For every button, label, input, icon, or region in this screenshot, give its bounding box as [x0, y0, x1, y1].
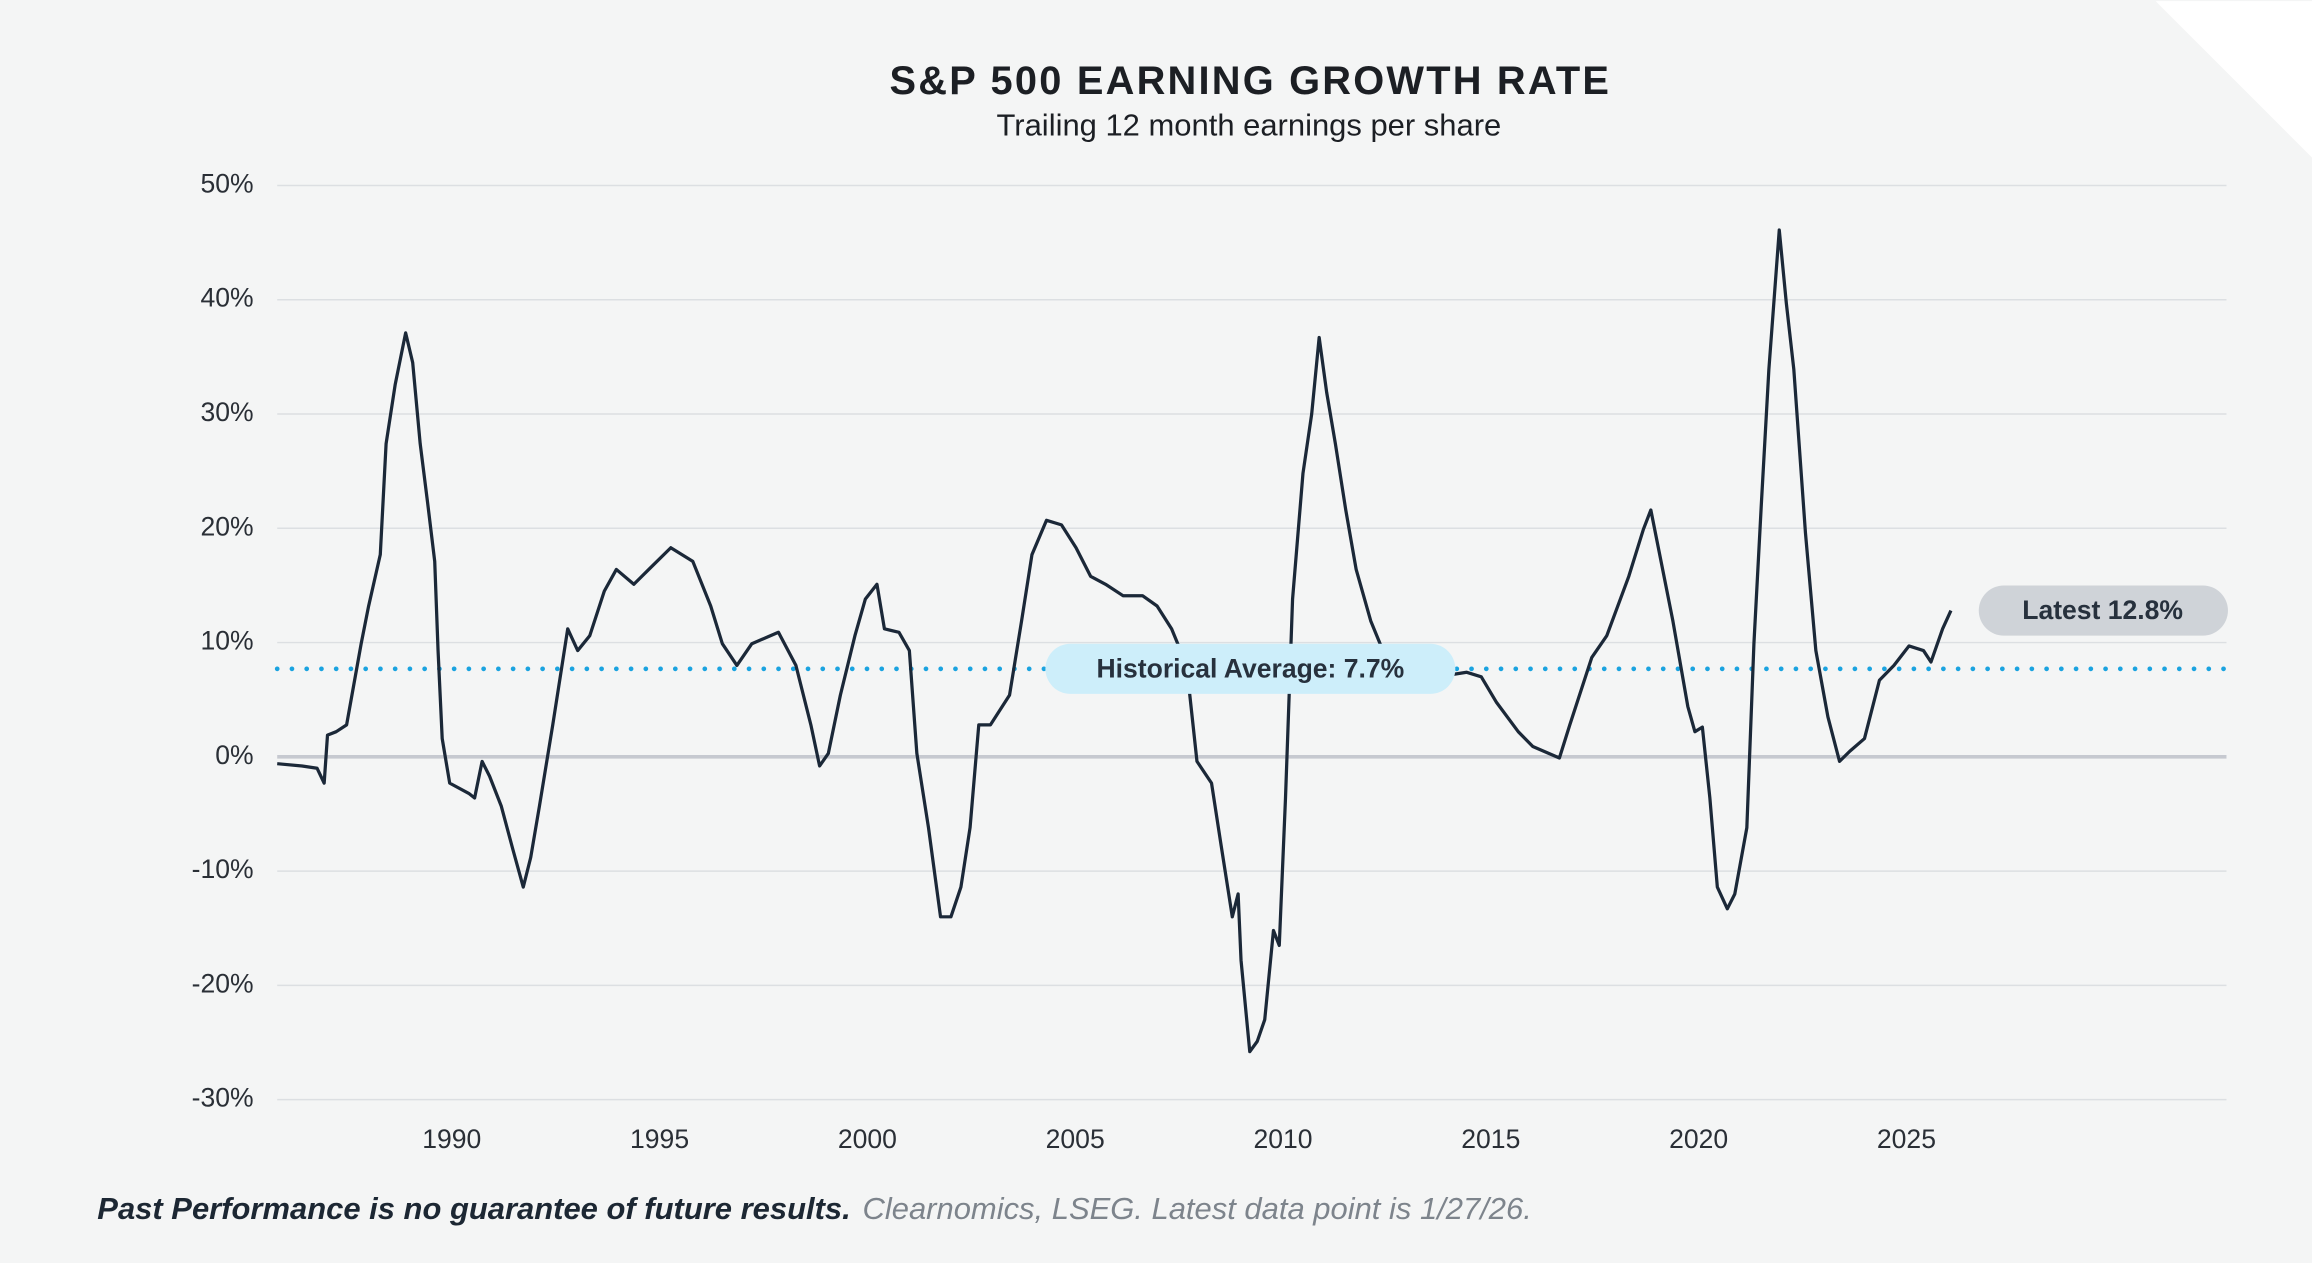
x-tick-label: 1995 [630, 1124, 689, 1154]
x-tick-label: 2000 [838, 1124, 897, 1154]
y-tick-label: 10% [201, 626, 254, 656]
average-pill [1045, 643, 1456, 694]
data-line [277, 228, 1953, 1054]
x-tick-label: 2010 [1253, 1124, 1312, 1154]
chart-subtitle: Trailing 12 month earnings per share [997, 107, 1502, 142]
average-label: Historical Average: 7.7% [1097, 653, 1405, 683]
footnote-emphasis: Past Performance is no guarantee of futu… [97, 1191, 850, 1226]
x-tick-label: 2025 [1877, 1124, 1936, 1154]
y-tick-label: 30% [201, 397, 254, 427]
chart-title: S&P 500 EARNING GROWTH RATE [890, 59, 1612, 103]
footnote-source: Clearnomics, LSEG. Latest data point is … [863, 1191, 1532, 1226]
y-tick-label: 50% [201, 168, 254, 198]
footnote: Past Performance is no guarantee of futu… [97, 1191, 1532, 1226]
y-tick-label: -30% [192, 1083, 254, 1113]
corner-cut [2155, 1, 2312, 158]
y-tick-label: -10% [192, 854, 254, 884]
x-tick-label: 2015 [1461, 1124, 1520, 1154]
latest-pill [1978, 585, 2228, 636]
x-tick-label: 2020 [1669, 1124, 1728, 1154]
y-tick-label: 40% [201, 283, 254, 313]
y-tick-label: 0% [215, 740, 253, 770]
latest-label: Latest 12.8% [2022, 595, 2183, 625]
x-tick-label: 1990 [422, 1124, 481, 1154]
x-tick-label: 2005 [1046, 1124, 1105, 1154]
y-tick-label: -20% [192, 968, 254, 998]
y-tick-label: 20% [201, 511, 254, 541]
